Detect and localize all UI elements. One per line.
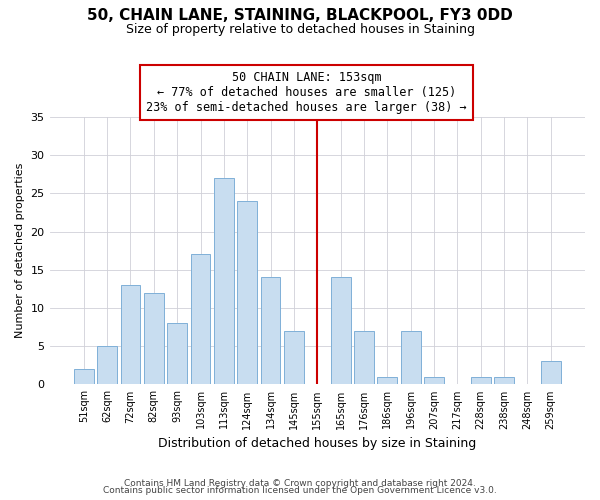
X-axis label: Distribution of detached houses by size in Staining: Distribution of detached houses by size …: [158, 437, 476, 450]
Bar: [260, 278, 280, 384]
Text: 50 CHAIN LANE: 153sqm
← 77% of detached houses are smaller (125)
23% of semi-det: 50 CHAIN LANE: 153sqm ← 77% of detached …: [146, 71, 467, 114]
Y-axis label: Number of detached properties: Number of detached properties: [15, 163, 25, 338]
Bar: [541, 362, 560, 384]
Bar: [284, 331, 304, 384]
Bar: [401, 331, 421, 384]
Bar: [238, 201, 257, 384]
Bar: [377, 377, 397, 384]
Text: Contains public sector information licensed under the Open Government Licence v3: Contains public sector information licen…: [103, 486, 497, 495]
Text: 50, CHAIN LANE, STAINING, BLACKPOOL, FY3 0DD: 50, CHAIN LANE, STAINING, BLACKPOOL, FY3…: [87, 8, 513, 22]
Bar: [121, 285, 140, 384]
Bar: [74, 369, 94, 384]
Bar: [144, 292, 164, 384]
Text: Size of property relative to detached houses in Staining: Size of property relative to detached ho…: [125, 22, 475, 36]
Bar: [214, 178, 234, 384]
Bar: [191, 254, 211, 384]
Bar: [331, 278, 350, 384]
Bar: [167, 324, 187, 384]
Bar: [494, 377, 514, 384]
Bar: [424, 377, 444, 384]
Bar: [97, 346, 117, 385]
Bar: [471, 377, 491, 384]
Bar: [354, 331, 374, 384]
Text: Contains HM Land Registry data © Crown copyright and database right 2024.: Contains HM Land Registry data © Crown c…: [124, 478, 476, 488]
